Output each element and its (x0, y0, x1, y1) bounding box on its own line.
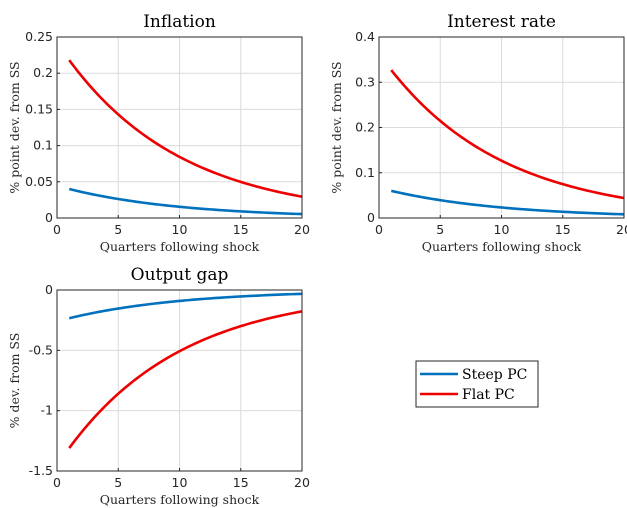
y-tick-label: 0 (45, 282, 53, 297)
x-axis-label: Quarters following shock (100, 239, 260, 254)
legend: Steep PC Flat PC (415, 360, 539, 408)
y-axis-label: % dev. from SS (7, 333, 22, 429)
series-line-steep-pc (390, 189, 625, 216)
chart-title: Interest rate (447, 12, 556, 32)
x-tick-label: 10 (172, 222, 188, 237)
series-line-flat-pc (68, 59, 303, 198)
x-tick-label: 0 (53, 475, 61, 490)
y-tick-label: 0.25 (25, 29, 53, 44)
chart-title: Inflation (143, 12, 216, 32)
x-axis-label: Quarters following shock (422, 239, 582, 254)
y-axis-label: % point dev. from SS (329, 61, 344, 193)
x-tick-label: 20 (294, 222, 310, 237)
panel-output-gap: 0 5 10 15 20 -1.5 -1 -0.5 0 Output gap Quarters fo… (7, 265, 310, 507)
legend-label-flat: Flat PC (462, 387, 515, 403)
series-line-flat-pc (390, 69, 625, 200)
chart-title: Output gap (131, 265, 229, 285)
x-tick-label: 0 (53, 222, 61, 237)
y-tick-label: 0.15 (25, 101, 53, 116)
panel-interest-rate: 0 5 10 15 20 0 0.1 0.2 0.3 0.4 Interest rate Quarte… (329, 12, 627, 254)
y-tick-label: -1 (41, 403, 53, 418)
x-tick-label: 15 (555, 222, 571, 237)
y-tick-label: -1.5 (29, 463, 53, 478)
y-tick-label: 0.05 (25, 174, 53, 189)
panel-inflation: 0 5 10 15 20 0 0.05 0.1 0.15 0.2 0.25 Inflation Quar… (7, 12, 310, 254)
x-tick-label: 15 (233, 222, 249, 237)
y-tick-label: -0.5 (29, 342, 53, 357)
y-tick-label: 0 (367, 210, 375, 225)
x-tick-label: 10 (172, 475, 188, 490)
legend-box (415, 360, 539, 408)
x-tick-label: 20 (616, 222, 627, 237)
y-tick-label: 0 (45, 210, 53, 225)
x-tick-label: 5 (114, 475, 122, 490)
x-tick-label: 10 (494, 222, 510, 237)
legend-label-steep: Steep PC (462, 367, 527, 383)
series-line-steep-pc (68, 292, 303, 320)
x-tick-label: 5 (114, 222, 122, 237)
series-line-flat-pc (68, 310, 303, 449)
y-axis-label: % point dev. from SS (7, 61, 22, 193)
x-tick-label: 0 (375, 222, 383, 237)
y-tick-label: 0.2 (355, 120, 375, 135)
x-tick-label: 15 (233, 475, 249, 490)
y-tick-label: 0.1 (355, 165, 375, 180)
y-tick-label: 0.4 (355, 29, 375, 44)
y-tick-label: 0.2 (33, 65, 53, 80)
y-tick-label: 0.3 (355, 74, 375, 89)
y-tick-label: 0.1 (33, 138, 53, 153)
x-tick-label: 20 (294, 475, 310, 490)
x-axis-label: Quarters following shock (100, 492, 260, 507)
series-line-steep-pc (68, 187, 303, 216)
x-tick-label: 5 (436, 222, 444, 237)
